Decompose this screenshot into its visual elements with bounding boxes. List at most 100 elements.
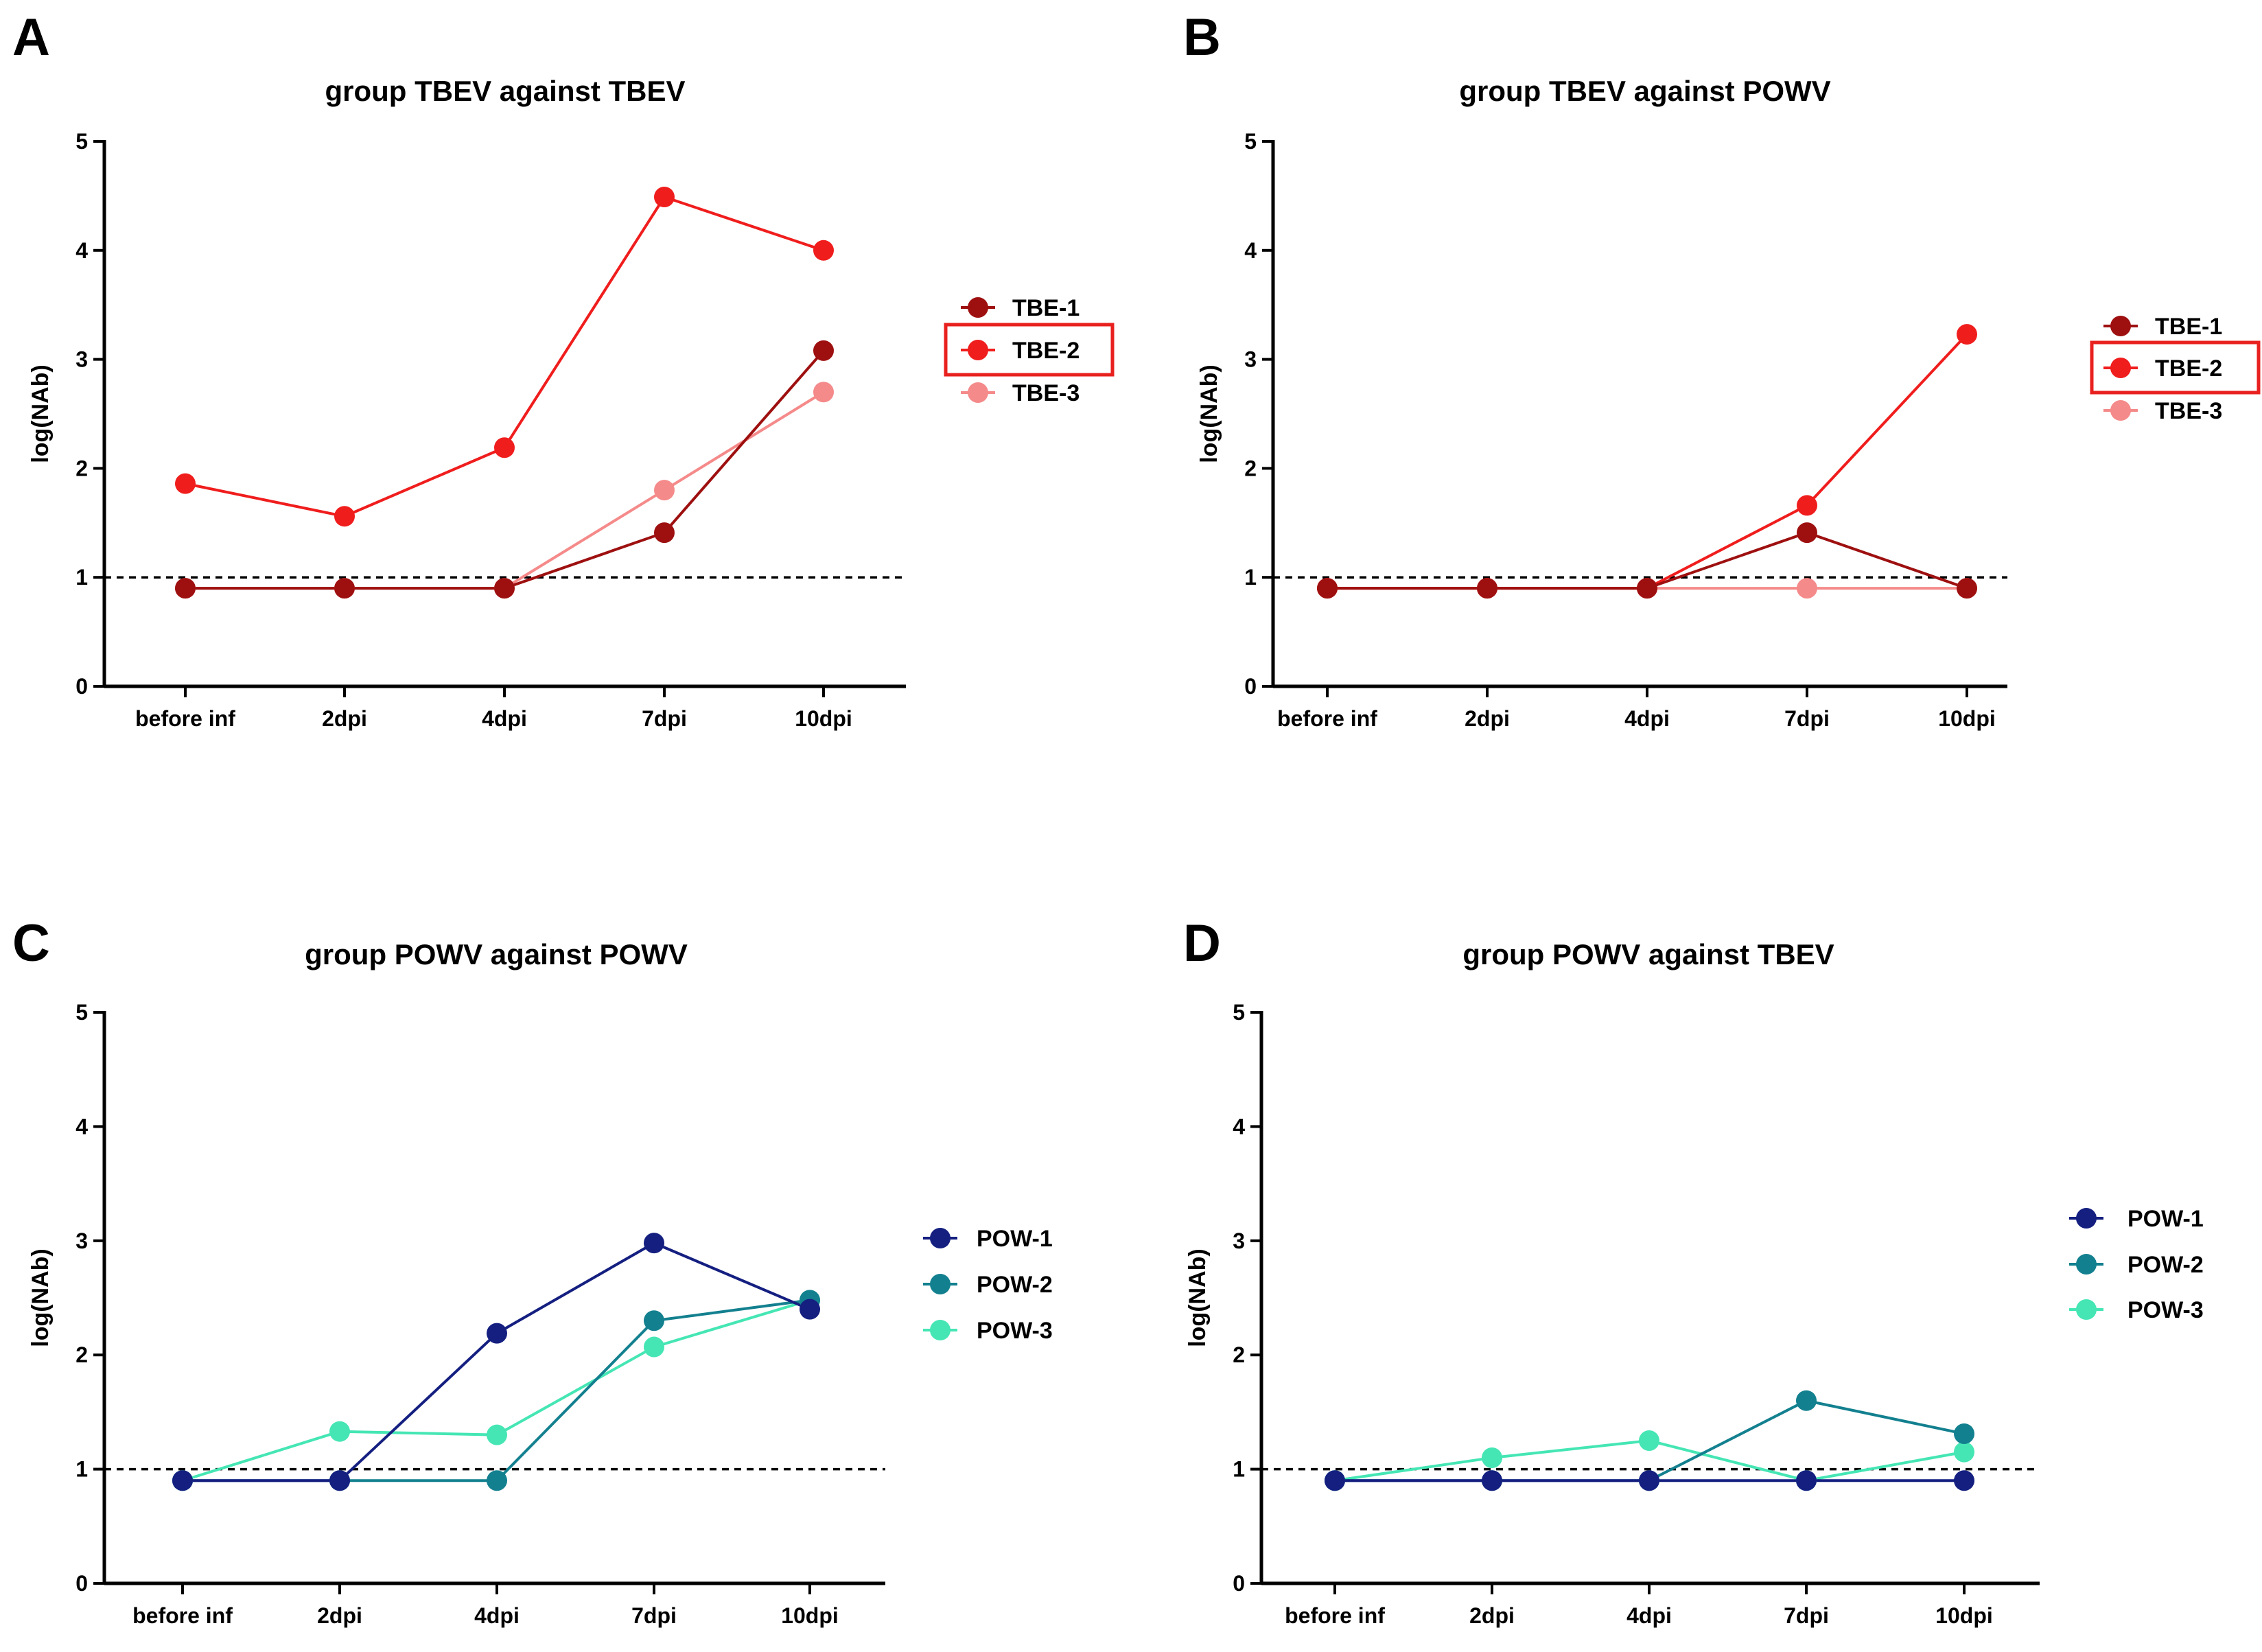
y-tick-label: 2 [1233,1342,1245,1367]
y-tick-label: 3 [75,1229,88,1253]
legend-label-pow-1: POW-1 [2127,1206,2204,1232]
x-tick-label: 2dpi [322,706,367,731]
data-point-pow-2 [1796,1390,1817,1411]
data-point-pow-1 [1954,1470,1974,1491]
x-tick-label: 10dpi [1935,1603,1993,1628]
y-tick-label: 4 [75,238,88,263]
legend-label-pow-2: POW-2 [2127,1252,2204,1278]
x-tick-label: before inf [135,706,235,731]
chart-title: group TBEV against POWV [1459,75,1830,107]
legend-marker-tbe-2 [2110,358,2131,378]
panel-letter: C [12,914,50,973]
x-tick-label: 10dpi [781,1603,839,1628]
y-tick-label: 5 [1233,1000,1245,1025]
x-tick-label: before inf [1277,706,1377,731]
y-tick-label: 5 [75,1000,88,1025]
y-tick-label: 1 [1244,565,1257,590]
data-point-pow-3 [329,1421,350,1442]
data-point-tbe-3 [813,382,834,403]
data-point-pow-2 [487,1470,507,1491]
x-tick-label: before inf [1285,1603,1385,1628]
legend-label-pow-3: POW-3 [2127,1297,2204,1323]
x-tick-label: 4dpi [474,1603,520,1628]
x-tick-label: 10dpi [795,706,852,731]
y-tick-label: 3 [1233,1229,1245,1253]
data-point-pow-1 [800,1299,820,1320]
data-point-pow-1 [644,1233,664,1254]
data-point-pow-1 [487,1323,507,1344]
series-line-tbe-1 [185,349,825,590]
chart-title: group POWV against POWV [305,938,688,970]
x-tick-label: 7dpi [642,706,687,731]
data-point-tbe-2 [654,186,675,207]
y-tick-label: 5 [75,129,88,154]
data-point-pow-1 [1639,1470,1659,1491]
x-tick-label: 7dpi [1784,706,1830,731]
legend-highlight-box [944,323,1115,377]
y-tick-label: 3 [75,347,88,372]
data-point-pow-1 [1796,1470,1817,1491]
data-point-pow-1 [172,1470,193,1491]
legend-marker-tbe-1 [2110,316,2131,336]
x-tick-label: 2dpi [1469,1603,1515,1628]
y-axis-label: log(NAb) [27,364,54,463]
legend-marker-pow-3 [930,1320,951,1340]
x-tick-label: 4dpi [1624,706,1670,731]
x-tick-label: 2dpi [1465,706,1510,731]
data-point-tbe-1 [1797,522,1817,544]
y-tick-label: 2 [1244,456,1257,480]
legend-label-tbe-1: TBE-1 [1012,295,1080,321]
data-point-tbe-1 [334,578,355,599]
data-point-pow-3 [487,1424,507,1445]
legend-label-tbe-3: TBE-3 [2155,398,2222,424]
x-tick-label: 4dpi [482,706,527,731]
legend: TBE-1 TBE-2 TBE-3 [2090,314,2261,424]
y-axis-label: log(NAb) [1185,1248,1211,1347]
legend-marker-tbe-3 [2110,400,2131,421]
legend-marker-pow-1 [930,1228,951,1248]
data-point-tbe-2 [494,437,515,458]
data-point-tbe-1 [1477,578,1497,599]
y-tick-label: 4 [75,1114,88,1139]
legend-label-tbe-2: TBE-2 [1012,338,1080,364]
data-point-tbe-2 [1797,495,1817,516]
y-axis-label: log(NAb) [27,1248,54,1347]
x-tick-label: 10dpi [1938,706,1996,731]
legend-label-tbe-3: TBE-3 [1012,380,1080,406]
data-point-tbe-1 [654,522,675,544]
y-tick-label: 4 [1233,1114,1245,1139]
data-point-tbe-1 [1317,578,1338,599]
data-point-tbe-2 [175,473,196,494]
legend-marker-pow-2 [2076,1254,2097,1275]
panel-letter: B [1183,8,1221,67]
y-tick-label: 0 [75,674,88,699]
data-point-tbe-2 [813,240,834,261]
data-point-tbe-1 [494,578,515,599]
y-tick-label: 0 [1233,1571,1245,1596]
legend-label-pow-1: POW-1 [977,1226,1053,1252]
y-tick-label: 1 [75,565,88,590]
legend-label-tbe-1: TBE-1 [2155,314,2222,340]
data-point-pow-1 [1482,1470,1502,1491]
y-tick-label: 1 [1233,1457,1245,1482]
legend-marker-pow-3 [2076,1299,2097,1320]
panel-letter: D [1183,914,1221,973]
legend-label-pow-3: POW-3 [977,1318,1053,1344]
data-point-tbe-1 [813,340,834,361]
legend: TBE-1 TBE-2 TBE-3 [944,295,1115,406]
series-line-tbe-2 [1327,333,1968,590]
y-tick-label: 1 [75,1457,88,1482]
y-tick-label: 2 [75,456,88,480]
legend-marker-tbe-2 [968,340,988,360]
y-tick-label: 3 [1244,347,1257,372]
data-point-pow-2 [1954,1423,1974,1445]
data-point-tbe-2 [1957,324,1977,345]
data-point-tbe-2 [334,506,355,527]
data-point-pow-2 [644,1310,664,1331]
series-line-tbe-2 [185,195,824,518]
data-point-pow-3 [1639,1430,1659,1451]
